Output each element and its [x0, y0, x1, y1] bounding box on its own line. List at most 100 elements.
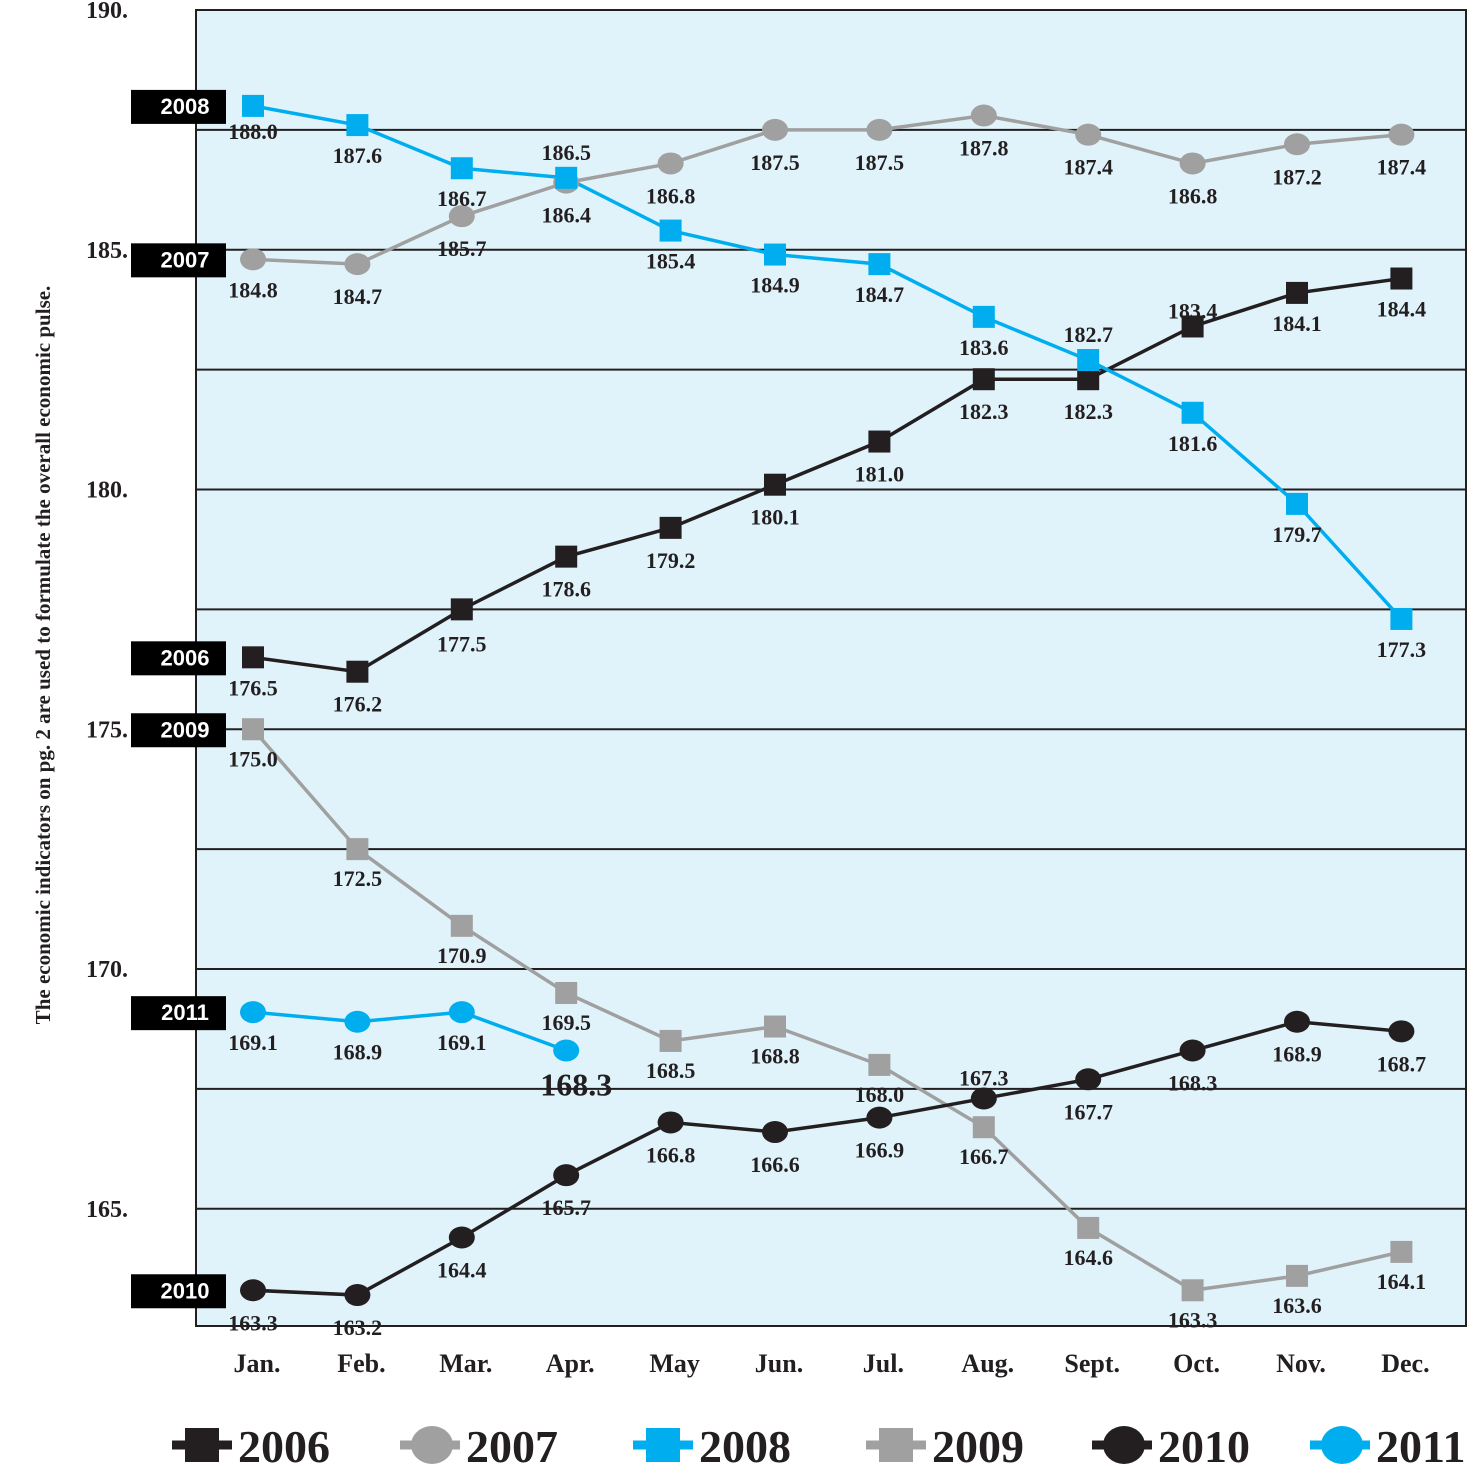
y-tick-label: 170.	[86, 957, 128, 983]
data-label-2010: 166.9	[855, 1138, 905, 1163]
x-tick-label: Feb.	[337, 1349, 385, 1378]
marker-2010	[1284, 1010, 1310, 1033]
x-tick-label: Jul.	[863, 1349, 904, 1378]
marker-2007	[1179, 152, 1206, 175]
marker-2009	[1181, 1279, 1204, 1302]
data-label-2006: 179.2	[646, 548, 696, 573]
data-label-2006: 176.2	[333, 692, 383, 717]
x-tick-label: May	[649, 1349, 700, 1378]
data-label-2011: 169.1	[437, 1030, 487, 1055]
data-label-2008: 183.6	[959, 335, 1009, 360]
marker-2007	[762, 118, 788, 141]
x-tick-label: Oct.	[1173, 1349, 1220, 1378]
marker-2008	[972, 305, 995, 328]
marker-2010	[1075, 1068, 1102, 1091]
y-tick-label: 185.	[86, 238, 128, 264]
marker-2008	[242, 94, 264, 117]
series-line-2009	[251, 728, 1402, 1293]
series-tag-box	[131, 641, 226, 676]
data-label-2009: 168.0	[855, 1082, 905, 1107]
marker-2010	[553, 1164, 580, 1187]
data-label-2010: 167.7	[1063, 1099, 1113, 1124]
series-line-2008	[252, 104, 1403, 621]
series-tag-label: 2008	[161, 94, 210, 119]
data-label-2006: 184.4	[1377, 297, 1427, 322]
y-tick-label: 180.	[86, 478, 128, 504]
series-tag-label: 2010	[161, 1278, 210, 1303]
data-label-2008: 184.7	[855, 282, 905, 307]
data-label-2009: 163.6	[1272, 1293, 1322, 1318]
marker-2009	[450, 914, 473, 937]
marker-2010	[240, 1279, 266, 1302]
series-tag-box	[131, 1274, 226, 1309]
data-label-2008: 188.0	[228, 119, 278, 144]
series-tag-label: 2007	[161, 247, 210, 272]
data-label-2006: 180.1	[750, 505, 800, 530]
marker-2008	[764, 243, 786, 266]
data-label-2007: 184.7	[333, 284, 383, 309]
marker-2006	[1390, 267, 1413, 290]
data-label-2009: 175.0	[228, 746, 278, 771]
series-line-2007	[252, 113, 1402, 266]
marker-2009	[868, 1053, 891, 1076]
data-label-2010: 168.3	[1168, 1071, 1218, 1096]
marker-2008	[868, 253, 891, 276]
data-label-2011: 168.3	[540, 1067, 612, 1103]
marker-2006	[1181, 315, 1204, 338]
plot-area	[195, 9, 1467, 1327]
legend-label-2006: 2006	[238, 1421, 330, 1469]
data-label-2010: 163.3	[228, 1310, 278, 1335]
data-label-2010: 164.4	[437, 1258, 487, 1283]
legend-marker-2007	[411, 1426, 453, 1464]
marker-2007	[344, 253, 371, 276]
data-label-2007: 185.7	[437, 236, 487, 261]
x-axis-ticks: Jan. Feb. Mar. Apr. May Jun. Jul. Aug. Sept. Oct.…	[234, 1349, 1430, 1378]
data-label-2010: 167.3	[959, 1065, 1009, 1090]
data-label-2007: 187.5	[855, 150, 905, 175]
data-label-2008: 181.6	[1168, 431, 1218, 456]
marker-2008	[1181, 401, 1204, 424]
marker-2006	[1077, 368, 1100, 391]
y-tick-label: 175.	[86, 717, 128, 743]
data-label-2007: 187.4	[1377, 155, 1427, 180]
marker-2009	[1077, 1216, 1100, 1239]
marker-2006	[659, 516, 682, 539]
data-label-2010: 166.8	[646, 1142, 696, 1167]
legend-label-2010: 2010	[1158, 1421, 1250, 1469]
x-tick-label: Jun.	[755, 1349, 803, 1378]
gridlines	[196, 128, 1466, 1210]
marker-2008	[346, 114, 369, 137]
data-label-2009: 168.8	[750, 1044, 800, 1069]
data-label-2008: 187.6	[333, 143, 383, 168]
data-label-2007: 187.5	[750, 150, 800, 175]
data-label-2009: 164.6	[1063, 1245, 1113, 1270]
series-tag-label: 2006	[161, 645, 210, 670]
data-label-2006: 176.5	[228, 675, 278, 700]
x-tick-label: Aug.	[961, 1349, 1014, 1378]
series-tag-box	[131, 89, 226, 124]
data-label-2007: 184.8	[228, 277, 278, 302]
marker-2009	[1286, 1264, 1308, 1287]
marker-2006	[764, 473, 786, 496]
marker-2009	[555, 981, 578, 1004]
data-label-2009: 166.7	[959, 1144, 1009, 1169]
marker-2011	[240, 1001, 266, 1024]
data-label-2010: 165.7	[541, 1195, 591, 1220]
legend-marker-2010	[1103, 1426, 1145, 1464]
marker-2008	[1286, 492, 1308, 515]
data-label-2009: 172.5	[333, 866, 383, 891]
data-label-2008: 179.7	[1272, 522, 1322, 547]
legend-marker-2006	[185, 1428, 219, 1462]
data-label-2006: 182.3	[1063, 399, 1113, 424]
data-label-2008: 182.7	[1063, 322, 1113, 347]
data-label-2011: 168.9	[333, 1040, 383, 1065]
data-label-2007: 187.2	[1272, 164, 1322, 189]
marker-2011	[448, 1001, 475, 1024]
data-label-2007: 187.4	[1063, 155, 1113, 180]
data-label-2009: 168.5	[646, 1058, 696, 1083]
marker-2010	[448, 1226, 475, 1249]
marker-2011	[344, 1010, 371, 1033]
data-label-2008: 177.3	[1377, 637, 1427, 662]
marker-2010	[344, 1284, 371, 1307]
